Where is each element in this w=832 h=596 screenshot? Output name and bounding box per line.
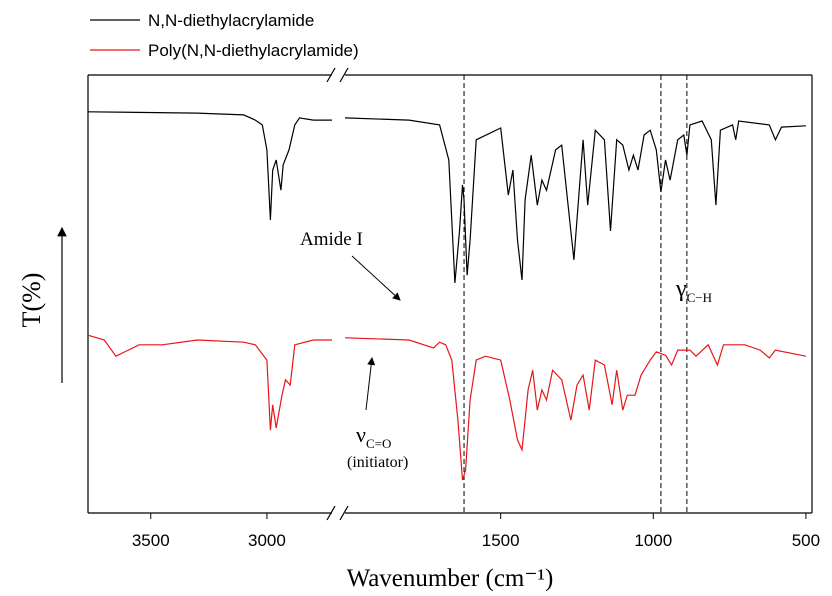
y-label: T(%): [17, 273, 46, 328]
arrow: [365, 357, 376, 411]
x-tick-label: 500: [792, 531, 820, 550]
legend-label: N,N-diethylacrylamide: [148, 11, 314, 30]
annotation: γC−H: [675, 276, 712, 305]
spectrum-line: [87, 111, 806, 284]
x-label: Wavenumber (cm⁻¹): [347, 565, 554, 591]
frame: [87, 67, 813, 521]
x-tick-label: 3500: [132, 531, 170, 550]
x-tick-label: 1500: [482, 531, 520, 550]
spectrum-line: [87, 334, 807, 481]
arrow: [351, 255, 401, 301]
annotation: νC=O: [356, 422, 391, 451]
annotation: Amide I: [300, 229, 363, 250]
legend-label: Poly(N,N-diethylacrylamide): [148, 41, 359, 60]
annotation: (initiator): [347, 454, 408, 471]
x-tick-label: 3000: [248, 531, 286, 550]
x-tick-label: 1000: [634, 531, 672, 550]
